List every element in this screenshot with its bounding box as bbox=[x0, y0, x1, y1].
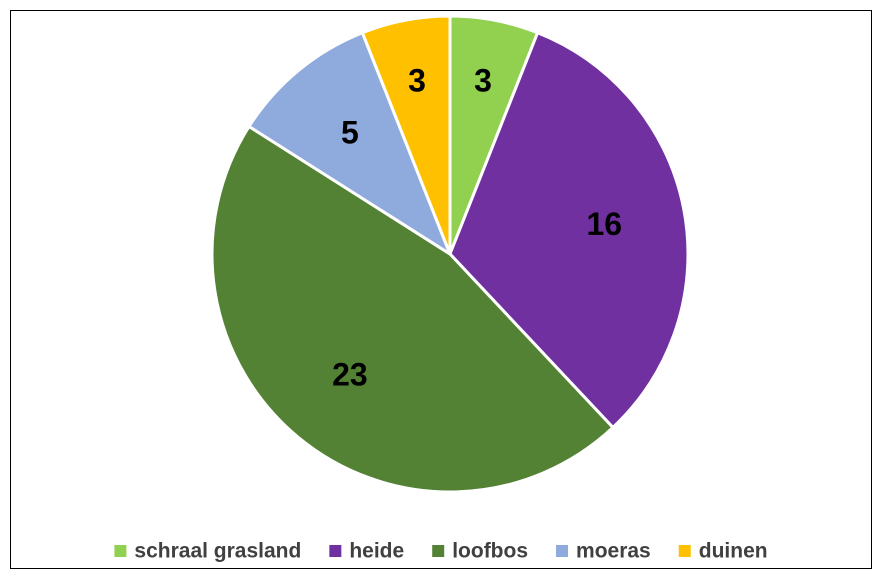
data-label: 5 bbox=[341, 114, 359, 150]
data-label: 16 bbox=[587, 206, 623, 242]
data-label: 3 bbox=[408, 62, 426, 98]
pie-slice bbox=[210, 124, 616, 494]
pie-slice bbox=[246, 30, 454, 258]
legend-label: duinen bbox=[699, 540, 768, 563]
legend-swatch bbox=[329, 545, 342, 557]
legend-label: moeras bbox=[576, 540, 651, 563]
legend-swatch bbox=[432, 545, 445, 557]
legend-swatch bbox=[114, 545, 127, 557]
legend-swatch bbox=[556, 545, 569, 557]
pie-slice bbox=[360, 14, 452, 255]
pie-slice bbox=[448, 30, 690, 430]
data-label: 3 bbox=[474, 62, 492, 98]
legend-label: loofbos bbox=[452, 540, 528, 563]
data-label: 23 bbox=[332, 356, 368, 392]
legend-swatch bbox=[678, 545, 691, 557]
legend-label: schraal grasland bbox=[134, 540, 301, 563]
legend-label: heide bbox=[349, 540, 404, 563]
